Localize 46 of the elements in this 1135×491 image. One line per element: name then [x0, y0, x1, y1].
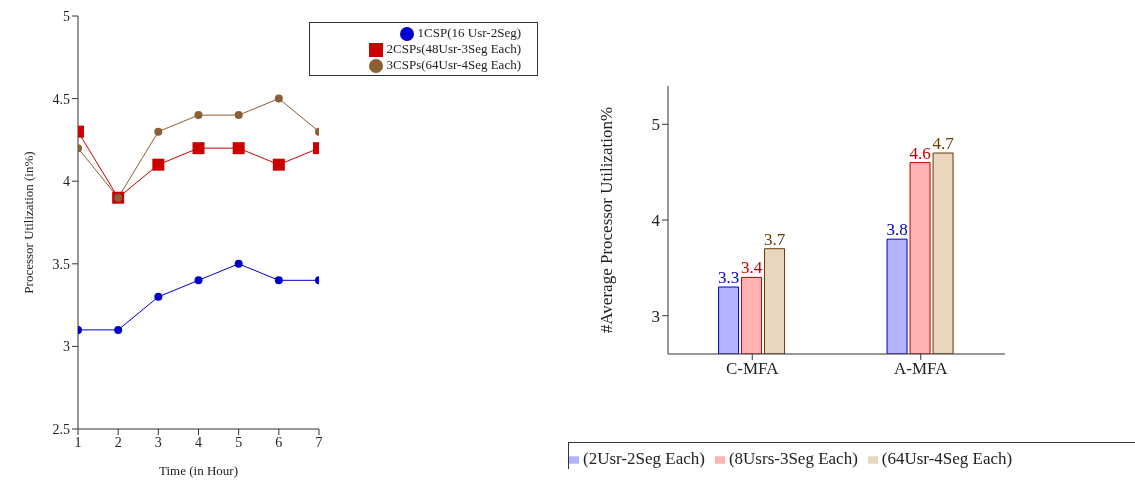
point [192, 142, 205, 155]
legend-label: 2CSPs(48Usr-3Seg Each) [386, 41, 521, 57]
x-tick-label: 3 [154, 434, 162, 450]
data-label: 3.8 [886, 220, 908, 240]
y-tick-label: 5 [651, 115, 660, 135]
y-tick-label: 4 [651, 211, 661, 231]
data-label: 4.7 [932, 134, 955, 153]
legend-label: (8Usrs-3Seg Each) [728, 449, 858, 468]
x-tick-label: 2 [114, 434, 122, 450]
point [234, 111, 243, 120]
point [194, 276, 203, 285]
point [154, 292, 163, 301]
legend-label: (64Usr-4Seg Each) [881, 449, 1013, 468]
y-tick-label: 3 [651, 306, 660, 326]
x-tick-label: 5 [235, 434, 243, 450]
point [234, 259, 243, 268]
y-tick-label: 5 [63, 8, 70, 24]
data-label: 3.3 [717, 268, 740, 287]
point [232, 142, 245, 155]
x-tick-label: C-MFA [725, 359, 780, 379]
legend-label: 3CSPs(64Usr-4Seg Each) [386, 57, 521, 73]
x-tick-label: 4 [195, 434, 202, 450]
point [152, 158, 165, 171]
data-label: 3.7 [763, 229, 786, 249]
point [272, 158, 285, 171]
y-axis-title: Processor Utilization (in%) [20, 151, 36, 294]
legend-label: 1CSP(16 Usr-2Seg) [417, 25, 521, 40]
y-tick-label: 3 [63, 339, 70, 355]
x-tick-label: A-MFA [893, 359, 949, 379]
x-tick-label: 6 [275, 434, 283, 450]
point [114, 325, 123, 334]
x-tick-label: 1 [74, 434, 82, 450]
data-label: 4.6 [909, 143, 931, 163]
x-axis-title: Time (in Hour) [159, 463, 238, 478]
point [154, 127, 163, 136]
y-axis-title: #Average Processor Utilization% [597, 106, 617, 334]
y-tick-label: 3.5 [52, 256, 70, 272]
y-tick-label: 4.5 [52, 91, 70, 107]
data-label: 3.4 [740, 258, 763, 278]
point [194, 111, 203, 120]
y-tick-label: 4 [63, 174, 70, 190]
point [274, 94, 283, 103]
point [274, 276, 283, 285]
x-tick-label: 7 [315, 434, 323, 450]
legend-label: (2Usr-2Seg Each) [583, 449, 705, 468]
y-tick-label: 2.5 [52, 421, 70, 437]
